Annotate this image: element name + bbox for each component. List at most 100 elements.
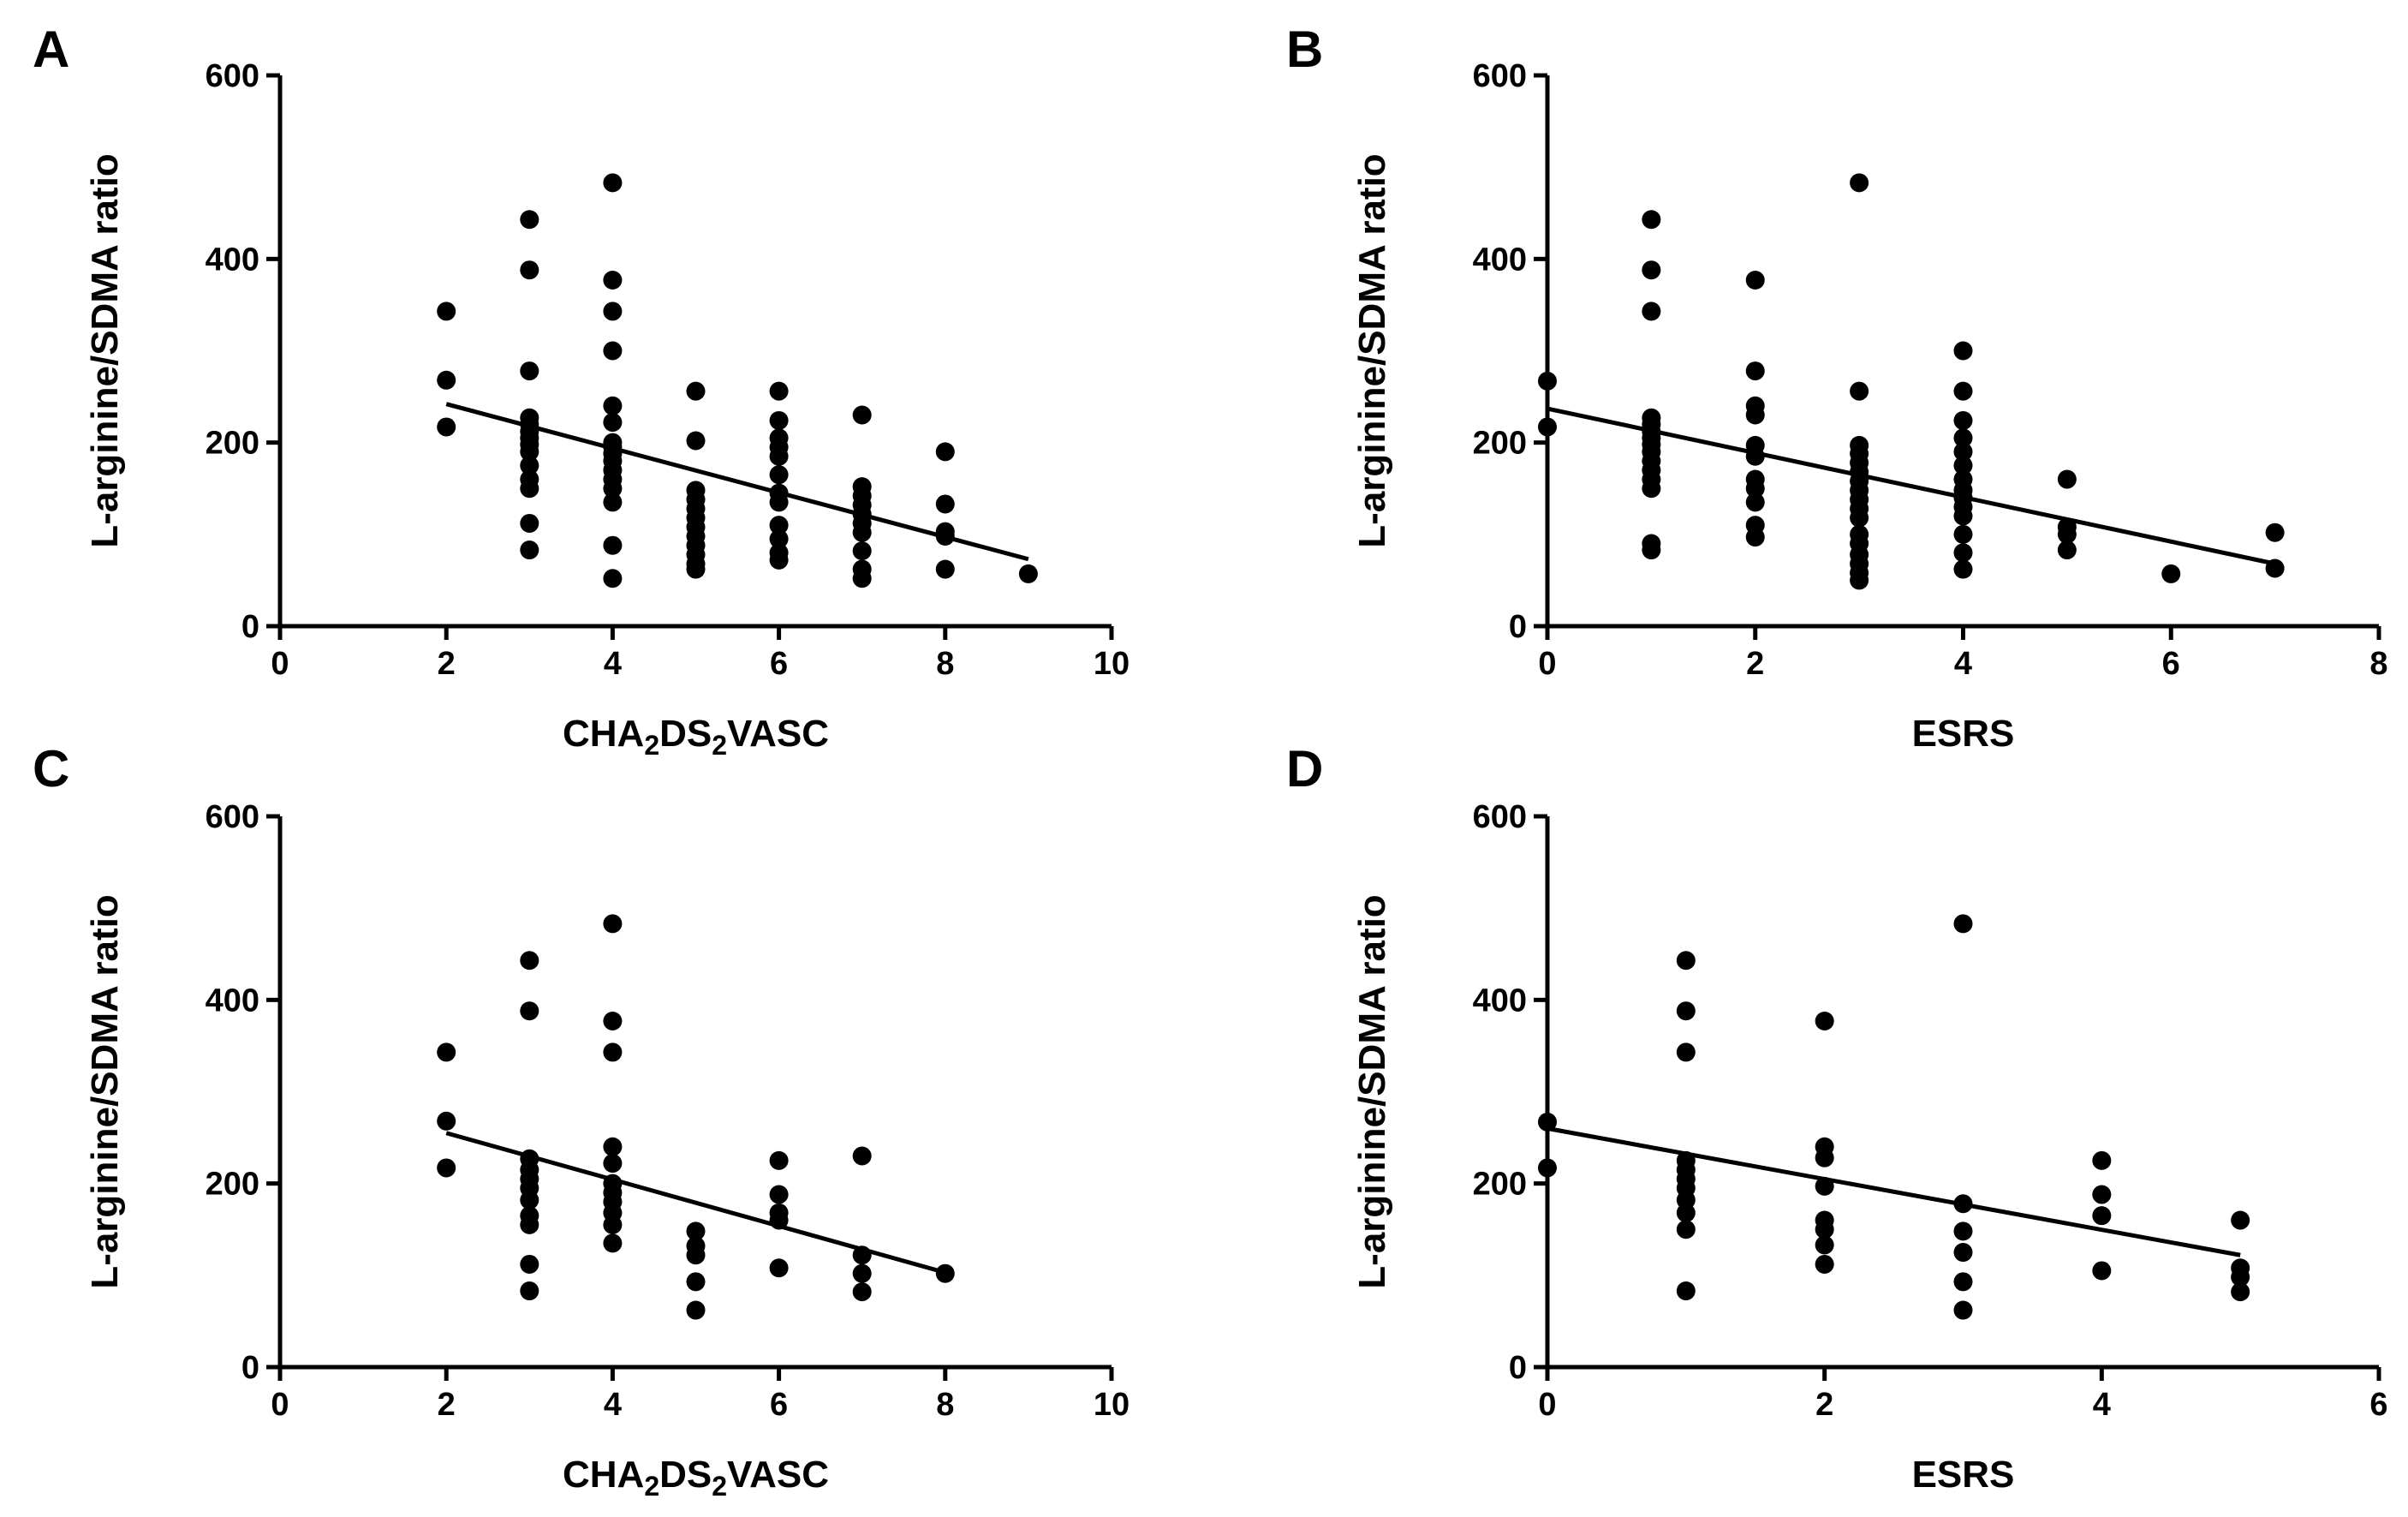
data-point — [1815, 1148, 1834, 1168]
data-point — [1953, 1194, 1973, 1214]
x-axis-title-subscript: 2 — [712, 730, 727, 761]
data-point — [686, 431, 706, 451]
data-point — [852, 1245, 872, 1265]
data-point — [852, 541, 872, 561]
data-point — [852, 405, 872, 425]
x-tick-label: 10 — [1094, 1387, 1129, 1423]
x-tick-label: 6 — [2369, 1387, 2387, 1423]
data-point — [520, 442, 539, 462]
data-point — [935, 559, 955, 579]
data-point — [1953, 559, 1973, 579]
data-point — [1642, 541, 1661, 560]
data-point — [1642, 302, 1661, 321]
data-point — [935, 442, 955, 462]
y-tick-label: 600 — [206, 58, 259, 94]
y-axis-title: L-arginine/SDMA ratio — [84, 153, 126, 547]
data-point — [852, 569, 872, 588]
y-tick-label: 0 — [241, 1350, 259, 1386]
y-tick-label: 400 — [206, 982, 259, 1018]
data-point — [769, 1210, 789, 1230]
data-point — [2057, 469, 2077, 489]
y-tick-label: 200 — [206, 426, 259, 462]
data-point — [520, 479, 539, 499]
data-point — [1745, 479, 1765, 499]
data-point — [1850, 173, 1869, 193]
chart-panel-a: A 0 200 400 600 0 2 4 6 8 10 L-arginine/SDMA ratio C… — [33, 21, 1129, 761]
x-tick-label: 0 — [271, 1387, 289, 1423]
data-point — [520, 1254, 539, 1274]
data-point — [686, 1245, 706, 1265]
data-point — [1642, 479, 1661, 499]
data-point — [437, 302, 456, 321]
data-point — [520, 1001, 539, 1021]
data-point — [769, 516, 789, 535]
x-tick-label: 2 — [438, 1387, 456, 1423]
data-point — [603, 270, 623, 290]
data-point — [437, 1158, 456, 1178]
regression-line — [445, 402, 1029, 562]
data-point — [686, 559, 706, 579]
data-point — [1676, 1281, 1696, 1301]
data-point — [935, 1263, 955, 1283]
data-point — [1850, 570, 1869, 590]
x-tick-label: 4 — [2093, 1387, 2111, 1423]
data-point — [520, 1190, 539, 1209]
y-tick-label: 200 — [1473, 1167, 1527, 1203]
data-point — [1815, 1176, 1834, 1196]
data-point — [1953, 381, 1973, 401]
x-tick-label: 4 — [1954, 646, 1972, 682]
data-point — [1850, 508, 1869, 528]
data-point — [520, 513, 539, 533]
data-point — [603, 1137, 623, 1156]
data-point — [852, 1146, 872, 1166]
data-point — [520, 456, 539, 475]
data-point — [1745, 361, 1765, 381]
data-point — [2265, 558, 2285, 578]
x-tick-label: 4 — [604, 646, 622, 682]
data-point — [1642, 260, 1661, 280]
x-axis-title-part: DS — [659, 1454, 712, 1496]
x-axis-title-part: DS — [659, 713, 712, 755]
data-point — [603, 413, 623, 433]
x-axis-title-subscript: 2 — [644, 730, 659, 761]
data-point — [1676, 951, 1696, 971]
x-tick-label: 10 — [1094, 646, 1129, 682]
data-point — [603, 535, 623, 555]
data-point — [1953, 506, 1973, 526]
y-tick-label: 600 — [1473, 58, 1527, 94]
data-point — [1953, 456, 1973, 475]
data-point — [520, 1281, 539, 1301]
data-point — [1745, 528, 1765, 547]
data-point — [769, 446, 789, 466]
data-point — [520, 260, 539, 280]
data-point — [686, 1272, 706, 1292]
x-axis-title: ESRS — [1912, 713, 2015, 755]
data-point — [1850, 381, 1869, 401]
data-point — [1538, 1158, 1557, 1178]
y-tick-label: 600 — [1473, 799, 1527, 835]
data-point — [603, 1215, 623, 1234]
y-axis-title: L-arginine/SDMA ratio — [1351, 153, 1393, 547]
data-point — [1745, 446, 1765, 466]
data-point — [769, 493, 789, 512]
data-point — [603, 302, 623, 321]
data-point — [2231, 1267, 2250, 1287]
x-tick-label: 6 — [770, 1387, 788, 1423]
y-tick-label: 200 — [1473, 426, 1527, 462]
data-point — [852, 1282, 872, 1302]
data-point — [603, 1154, 623, 1174]
data-point — [603, 479, 623, 499]
data-point — [1815, 1011, 1834, 1030]
x-tick-label: 2 — [438, 646, 456, 682]
data-point — [603, 569, 623, 588]
x-tick-label: 8 — [936, 1387, 954, 1423]
y-tick-label: 200 — [206, 1167, 259, 1203]
x-tick-label: 4 — [604, 1387, 622, 1423]
data-point — [769, 550, 789, 570]
data-point — [2057, 524, 2077, 544]
x-axis-title: ESRS — [1912, 1454, 2015, 1496]
data-point — [603, 173, 623, 193]
x-axis-title-part: CHA — [563, 1454, 644, 1496]
data-point — [2265, 523, 2285, 542]
